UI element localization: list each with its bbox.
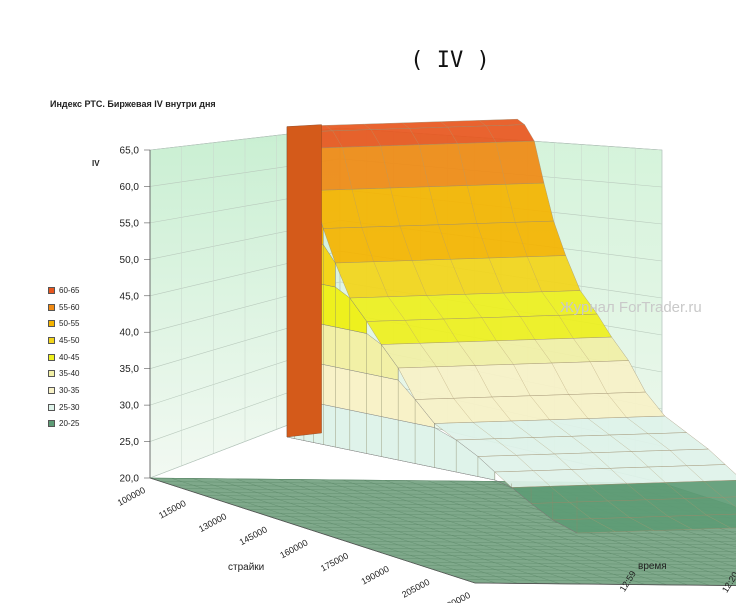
legend-swatch <box>48 337 55 344</box>
strike-tick-label: 220000 <box>441 590 472 603</box>
legend-label: 40-45 <box>59 353 79 362</box>
legend-swatch <box>48 404 55 411</box>
legend-item: 35-40 <box>48 365 79 382</box>
legend-item: 55-60 <box>48 299 79 316</box>
y-axis-label: время <box>638 561 667 572</box>
watermark-text: Журнал ForTrader.ru <box>560 299 702 316</box>
surface-peak-edge <box>287 125 322 437</box>
z-tick-label: 40,0 <box>120 328 140 339</box>
chart-title: Индекс РТС. Биржевая IV внутри дня <box>50 99 216 109</box>
z-tick-label: 50,0 <box>120 255 140 266</box>
z-tick-label: 20,0 <box>120 474 140 485</box>
legend-item: 50-55 <box>48 315 79 332</box>
x-axis-label: страйки <box>228 562 264 573</box>
legend-item: 20-25 <box>48 416 79 433</box>
z-tick-label: 45,0 <box>120 291 140 302</box>
legend-item: 45-50 <box>48 332 79 349</box>
z-tick-label: 35,0 <box>120 364 140 375</box>
legend-label: 60-65 <box>59 286 79 295</box>
legend-label: 45-50 <box>59 336 79 345</box>
strike-tick-label: 205000 <box>400 577 431 600</box>
legend-item: 60-65 <box>48 282 79 299</box>
z-axis-ticks: 20,0 25,0 30,0 35,0 40,0 45,0 50,0 55,0 60,0 65,0 <box>120 146 150 485</box>
legend-label: 20-25 <box>59 419 79 428</box>
legend-label: 50-55 <box>59 319 79 328</box>
legend-label: 55-60 <box>59 303 79 312</box>
legend-swatch <box>48 287 55 294</box>
z-tick-label: 25,0 <box>120 437 140 448</box>
z-axis-label: IV <box>92 159 100 168</box>
legend-swatch <box>48 320 55 327</box>
legend-label: 25-30 <box>59 403 79 412</box>
strike-tick-label: 160000 <box>278 537 309 560</box>
strike-tick-label: 145000 <box>238 524 269 547</box>
legend-swatch <box>48 354 55 361</box>
legend-item: 30-35 <box>48 382 79 399</box>
z-tick-label: 60,0 <box>120 182 140 193</box>
strike-tick-label: 100000 <box>116 485 147 508</box>
legend-item: 25-30 <box>48 399 79 416</box>
z-tick-label: 55,0 <box>120 218 140 229</box>
strike-tick-label: 175000 <box>319 551 350 574</box>
chart-legend: 60-65 55-60 50-55 45-50 40-45 35-40 30-35 25-30… <box>48 282 79 432</box>
legend-swatch <box>48 304 55 311</box>
legend-swatch <box>48 387 55 394</box>
page-heading: ( IV ) <box>0 48 736 73</box>
legend-swatch <box>48 370 55 377</box>
legend-item: 40-45 <box>48 349 79 366</box>
strike-tick-label: 115000 <box>157 498 188 521</box>
z-tick-label: 65,0 <box>120 146 140 157</box>
legend-label: 35-40 <box>59 369 79 378</box>
iv-surface <box>287 119 736 533</box>
strike-tick-label: 130000 <box>197 511 228 534</box>
legend-swatch <box>48 420 55 427</box>
strike-tick-label: 190000 <box>359 564 390 587</box>
z-tick-label: 30,0 <box>120 401 140 412</box>
legend-label: 30-35 <box>59 386 79 395</box>
